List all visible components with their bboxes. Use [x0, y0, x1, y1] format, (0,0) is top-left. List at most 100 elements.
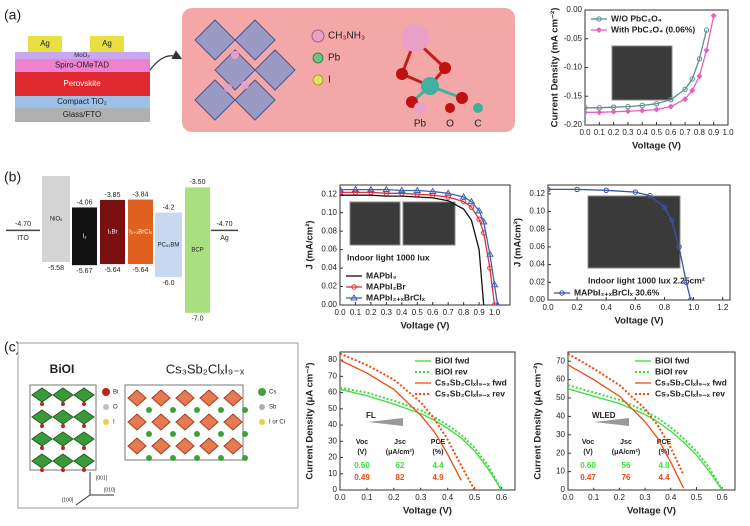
legend-label: Cs₃Sb₂ClₓI₉₋ₓ fwd	[435, 377, 507, 387]
axis-label: [001]	[96, 475, 108, 481]
energy-level	[42, 176, 70, 262]
data-point	[428, 187, 437, 194]
legend-dot	[102, 388, 110, 396]
y-tick-label: 50	[556, 393, 565, 402]
series-line	[568, 388, 723, 490]
data-point	[676, 244, 682, 250]
energy-value: -4.70	[217, 221, 233, 228]
table-cell: 4.4	[658, 473, 670, 482]
layer-name: BCP	[191, 248, 203, 254]
x-axis-label: Voltage (V)	[401, 321, 450, 332]
data-point	[689, 87, 696, 94]
y-tick-label: -0.05	[564, 34, 583, 43]
energy-level	[185, 187, 210, 313]
legend-text: I	[113, 420, 115, 426]
photo-inset	[402, 201, 456, 246]
y-tick-label: 0.08	[321, 226, 337, 235]
table-header: Jsc	[394, 439, 406, 446]
series-group	[568, 352, 724, 490]
x-tick-label: 0.2	[388, 493, 400, 502]
layer-label: MoO₃	[74, 53, 90, 59]
series-group	[340, 185, 501, 305]
series-line	[568, 384, 724, 490]
energy-level	[100, 199, 125, 265]
octahedron	[127, 437, 147, 455]
light-icon	[594, 418, 629, 426]
atom	[61, 446, 65, 450]
layer-label: Ag	[40, 39, 50, 48]
cell	[124, 384, 244, 461]
atom	[40, 468, 44, 472]
series-line	[340, 388, 503, 490]
x-tick-label: 0.4	[442, 493, 454, 502]
legend-text: Pb	[414, 119, 427, 130]
x-tick-label: 0.1	[361, 493, 373, 502]
atom	[231, 51, 239, 59]
y-tick-label: -0.10	[564, 63, 583, 72]
legend-label: BiOI fwd	[435, 355, 469, 365]
x-tick-label: 0.1	[594, 128, 606, 137]
data-point	[476, 216, 482, 222]
y-axis-label: Current Density (μA cm⁻²)	[305, 362, 316, 479]
x-tick-label: 0.3	[640, 493, 652, 502]
x-axis-label: Voltage (V)	[627, 506, 676, 517]
bioi-structure	[31, 387, 95, 472]
layer-label: Glass/FTO	[63, 110, 102, 119]
data-point	[624, 108, 631, 115]
legend-label: BiOI fwd	[655, 355, 689, 365]
octahedron	[175, 413, 195, 431]
legend-text: O	[446, 119, 454, 130]
x-tick-label: 0.0	[542, 303, 554, 312]
legend-dot	[473, 103, 483, 113]
legend-dot	[259, 404, 265, 410]
data-point	[610, 108, 617, 115]
data-point	[351, 284, 357, 290]
atom	[82, 468, 86, 472]
legend-label: MAPbI₂Br	[366, 281, 406, 291]
panel-label: (b)	[4, 169, 21, 185]
table-cell: 4.0	[658, 461, 670, 470]
energy-value: -3.50	[190, 179, 206, 186]
table-header: Jsc	[620, 439, 632, 446]
y-tick-label: 30	[556, 430, 565, 439]
data-point	[340, 189, 343, 196]
atom	[170, 431, 176, 437]
panel-label: (a)	[4, 7, 21, 23]
table-cell: 62	[396, 461, 405, 470]
axis-label: [010]	[104, 487, 116, 493]
legend-text: O	[113, 405, 118, 411]
data-point	[696, 56, 703, 62]
data-point	[647, 192, 653, 199]
data-point	[653, 106, 660, 113]
octahedron	[234, 19, 276, 61]
legend-label: Cs₃Sb₂ClₓI₉₋ₓ fwd	[655, 377, 727, 387]
legend-dot	[312, 52, 324, 64]
table-header: (V)	[583, 449, 592, 456]
table-cell: 4.9	[432, 473, 444, 482]
octahedron	[194, 19, 236, 61]
data-point	[585, 109, 588, 116]
octahedron	[199, 437, 219, 455]
legend-dot	[414, 102, 426, 114]
series-line	[340, 188, 499, 305]
energy-level	[72, 207, 97, 266]
legend-text: I or Cl	[269, 420, 285, 426]
photo-inset	[349, 201, 401, 246]
data-point	[574, 186, 580, 193]
atom	[241, 81, 249, 89]
table-cell: 0.49	[354, 473, 370, 482]
layer	[15, 108, 150, 122]
legend-dot	[311, 29, 325, 43]
legend-dot	[445, 103, 455, 113]
y-tick-label: 0.12	[321, 189, 337, 198]
data-point	[632, 189, 639, 195]
layer	[15, 52, 150, 59]
data-point	[682, 86, 688, 93]
table-bg	[348, 434, 458, 488]
y-tick-label: 70	[328, 371, 337, 380]
data-point	[559, 290, 565, 296]
legend-label: BiOI rev	[435, 366, 468, 376]
data-point	[495, 301, 501, 305]
y-tick-label: 10	[328, 469, 337, 478]
